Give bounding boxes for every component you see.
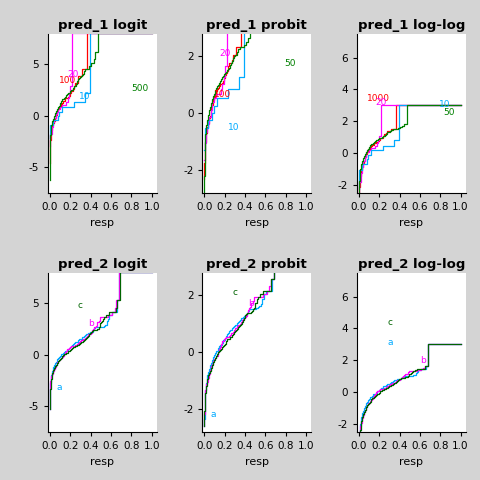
Text: b: b (420, 356, 426, 365)
Text: 100: 100 (214, 90, 231, 99)
Text: c: c (233, 288, 238, 297)
X-axis label: resp: resp (90, 456, 114, 467)
Text: a: a (56, 384, 61, 392)
Title: pred_2 logit: pred_2 logit (58, 258, 147, 272)
Text: 10: 10 (79, 92, 90, 101)
Title: pred_2 log-log: pred_2 log-log (358, 258, 465, 272)
X-axis label: resp: resp (245, 456, 269, 467)
X-axis label: resp: resp (399, 456, 423, 467)
Text: a: a (211, 410, 216, 420)
Text: b: b (88, 319, 94, 328)
Text: 50: 50 (285, 59, 296, 68)
Text: a: a (387, 338, 393, 347)
Text: 500: 500 (132, 84, 149, 93)
X-axis label: resp: resp (245, 217, 269, 228)
Title: pred_1 logit: pred_1 logit (58, 19, 147, 33)
Title: pred_1 probit: pred_1 probit (206, 19, 307, 33)
Text: c: c (387, 318, 392, 327)
Text: 100: 100 (59, 76, 76, 85)
Text: 20: 20 (220, 49, 231, 58)
Text: 10: 10 (228, 123, 240, 132)
Title: pred_2 probit: pred_2 probit (206, 258, 307, 272)
Text: b: b (248, 299, 254, 308)
Text: c: c (77, 301, 83, 310)
Text: 1000: 1000 (367, 94, 390, 103)
X-axis label: resp: resp (399, 217, 423, 228)
Text: 50: 50 (443, 108, 455, 117)
Title: pred_1 log-log: pred_1 log-log (358, 19, 465, 33)
Text: 20: 20 (67, 70, 79, 79)
Text: 10: 10 (439, 100, 451, 109)
Text: 20: 20 (375, 97, 386, 107)
X-axis label: resp: resp (90, 217, 114, 228)
